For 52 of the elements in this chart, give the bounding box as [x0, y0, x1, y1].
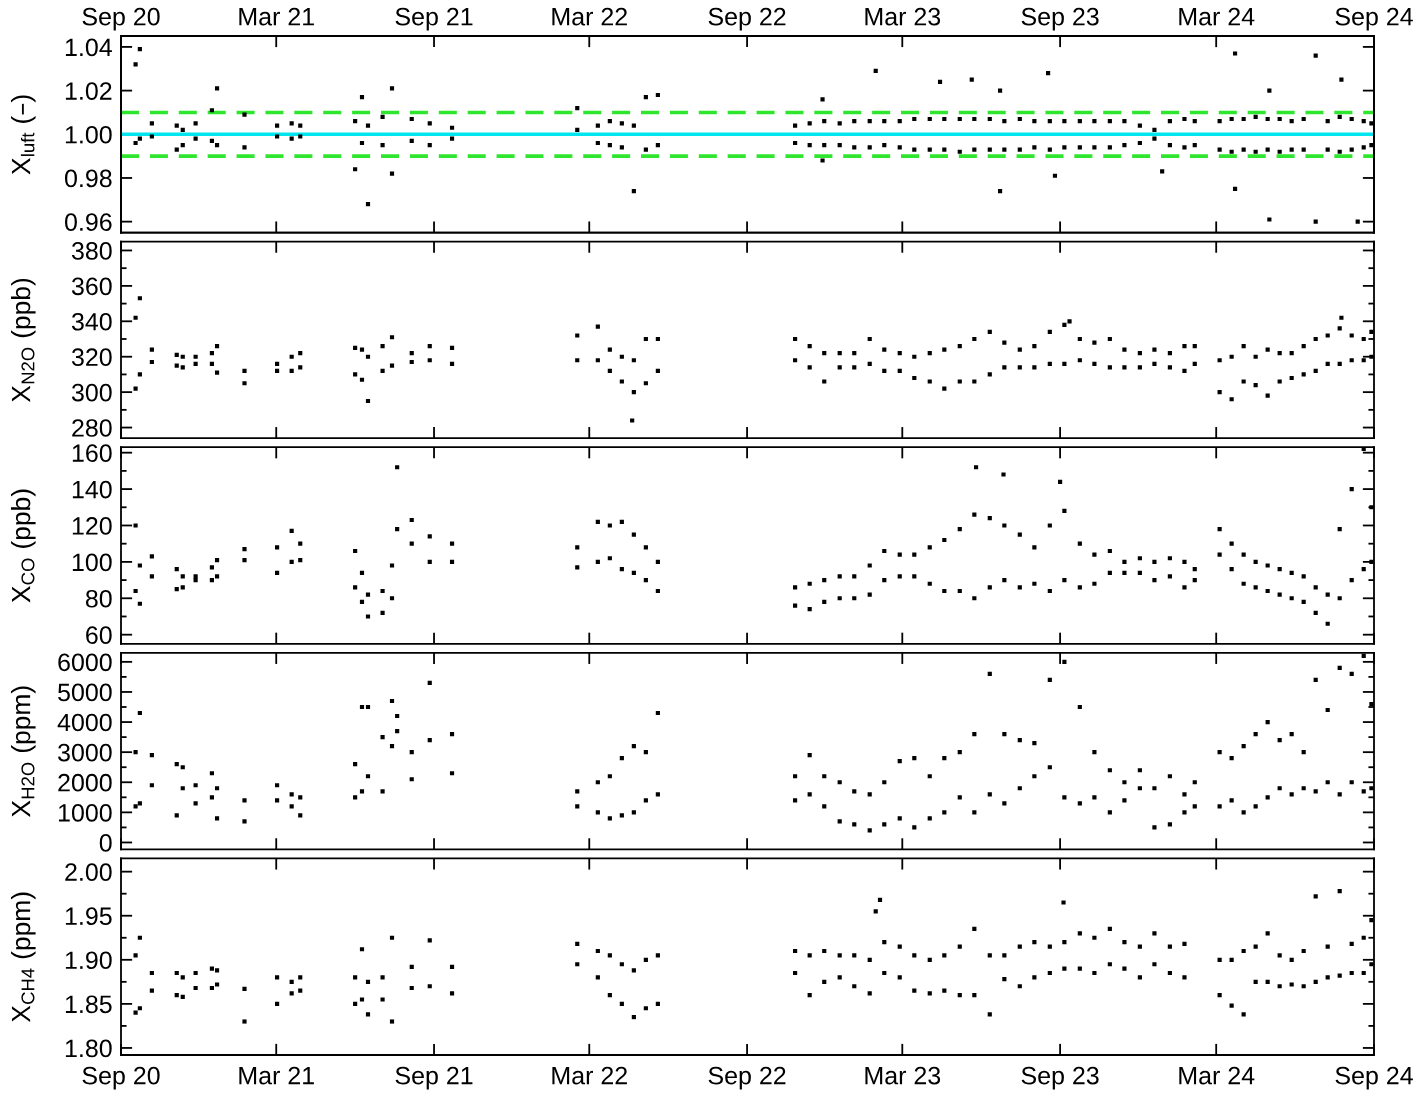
y-tick-label: 0.98: [64, 169, 112, 188]
x2-tick-label: Mar 22: [552, 7, 627, 26]
x-tick-label: Sep 21: [395, 1066, 473, 1090]
y-tick-label: 0: [99, 834, 112, 852]
x2-tick-label: Sep 22: [708, 7, 786, 31]
y-tick-label: 1.95: [65, 907, 112, 926]
y-tick-label: 280: [72, 419, 112, 437]
y-tick-label: 140: [72, 480, 112, 499]
x2-tick-label: Mar 23: [865, 7, 941, 26]
y-tick-label: 1000: [58, 803, 112, 822]
x2-tick-label: Mar 24: [1179, 7, 1255, 26]
y-tick-label: 3000: [58, 743, 112, 762]
y-tick-label: 80: [85, 589, 112, 608]
y-tick-label: 0.96: [64, 213, 112, 231]
x2-tick-label: Sep 21: [395, 7, 473, 31]
x2-tick-label: Mar 21: [239, 7, 314, 26]
y-tick-label: 4000: [57, 713, 112, 732]
y-axis-title: X$_{CO}$ (ppb): [10, 489, 36, 603]
x-tick-label: Mar 24: [1179, 1066, 1255, 1085]
y-tick-label: 1.90: [65, 951, 112, 970]
y-tick-label: 300: [71, 383, 112, 402]
x2-tick-label: Sep 23: [1021, 7, 1099, 31]
y-tick-label: 340: [71, 312, 112, 331]
y-axis-title: X$_{CH4}$ (ppm): [10, 892, 36, 1023]
x2-tick-label: Sep 24: [1335, 7, 1413, 31]
y-tick-label: 1.02: [65, 82, 112, 100]
x-tick-label: Sep 24: [1335, 1066, 1413, 1090]
y-tick-label: 120: [72, 517, 112, 535]
y-tick-label: 5000: [58, 683, 112, 702]
y-tick-label: 2000: [58, 773, 112, 792]
y-tick-label: 1.00: [65, 125, 112, 144]
y-tick-label: 320: [71, 348, 112, 367]
y-tick-label: 100: [72, 553, 112, 572]
y-tick-label: 360: [71, 277, 112, 296]
y-tick-label: 380: [71, 242, 112, 260]
y-tick-label: 6000: [58, 653, 112, 672]
y-axis-title: X$_{N2O}$ (ppb): [10, 278, 36, 403]
y-axis-title: X$_{H2O}$ (ppm): [10, 686, 36, 818]
x-tick-label: Sep 20: [82, 1066, 160, 1090]
y-tick-label: 60: [86, 626, 112, 644]
x-tick-label: Mar 23: [865, 1066, 941, 1085]
x-tick-label: Mar 22: [552, 1066, 627, 1085]
y-tick-label: 1.80: [65, 1039, 112, 1058]
y-tick-label: 1.85: [65, 995, 112, 1014]
y-tick-label: 1.04: [65, 38, 112, 57]
y-tick-label: 160: [72, 444, 112, 462]
x-tick-label: Mar 21: [239, 1066, 314, 1085]
y-axis-title: X$_{luft}$ (–): [10, 95, 36, 175]
x2-tick-label: Sep 20: [82, 7, 160, 31]
x-tick-label: Sep 23: [1021, 1066, 1099, 1090]
y-tick-label: 2.00: [65, 863, 112, 881]
x-tick-label: Sep 22: [708, 1066, 786, 1090]
